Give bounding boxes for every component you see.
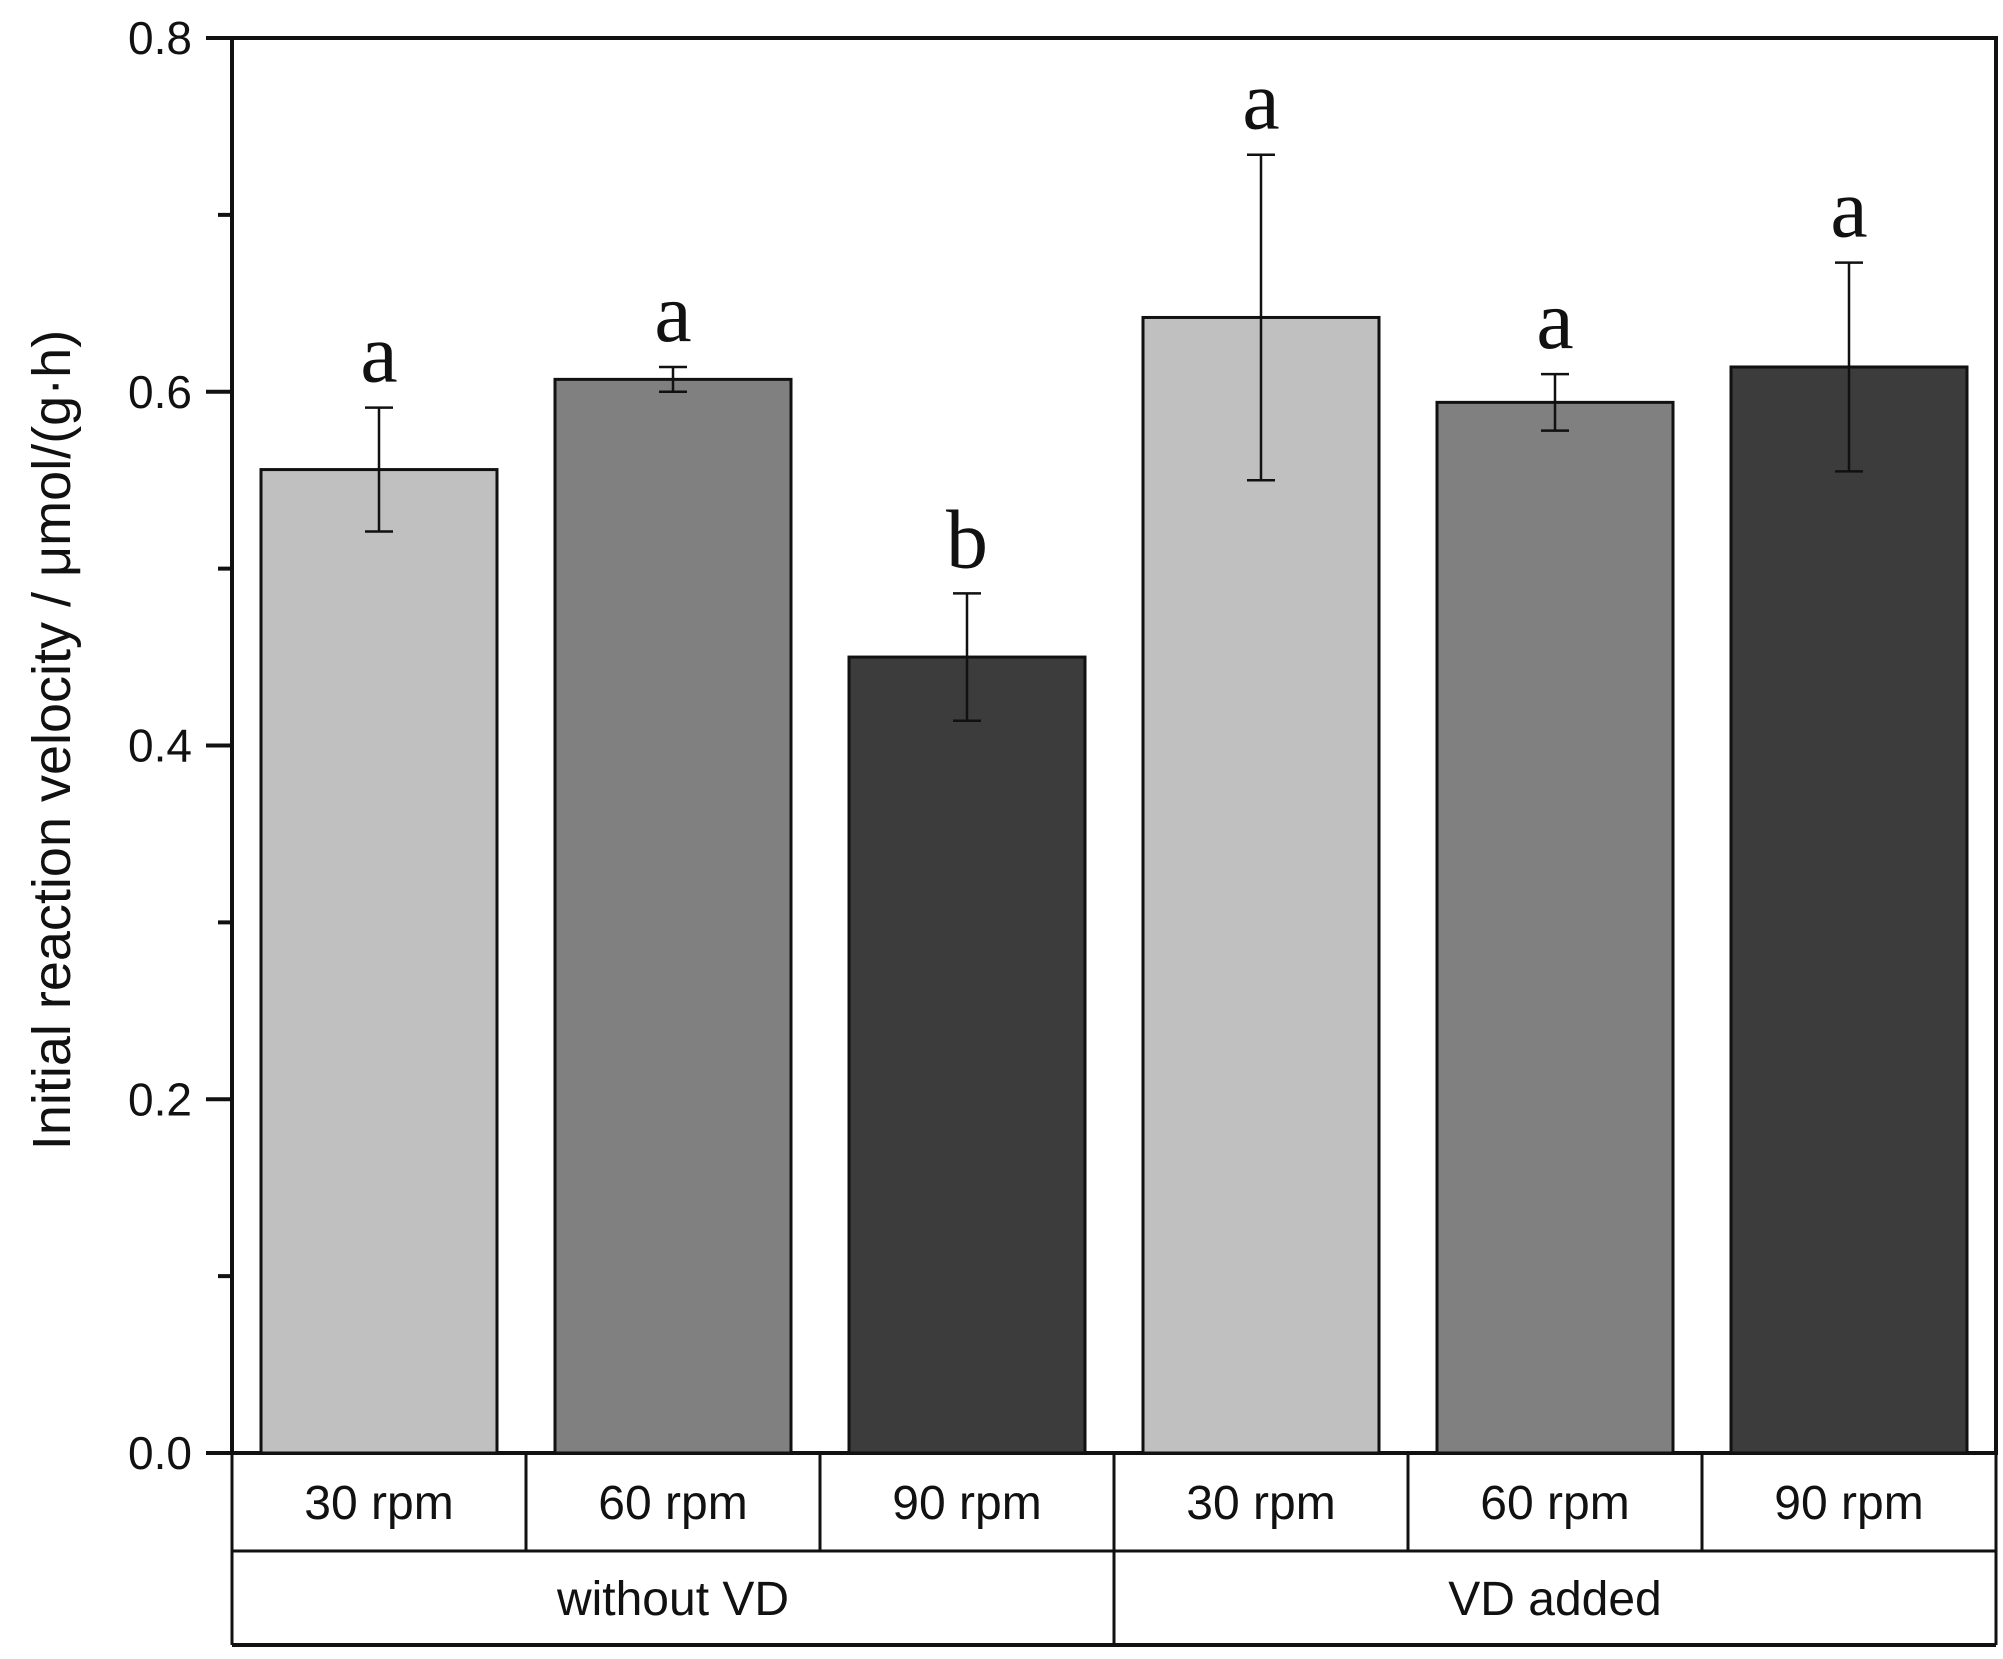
bar: [553, 377, 793, 1455]
group-label: VD added: [1448, 1573, 1662, 1626]
y-tick-label: 0.6: [128, 366, 192, 418]
category-label: 30 rpm: [304, 1477, 453, 1530]
category-table: 30 rpm 60 rpm 90 rpm without VD 30 rpm 60 rpm…: [230, 1453, 1998, 1647]
y-axis-label: Initial reaction velocity / μmol/(g·h): [22, 330, 82, 1150]
group-label: without VD: [556, 1573, 789, 1626]
y-tick-label: 0.0: [128, 1427, 192, 1479]
significance-label: a: [1830, 163, 1867, 256]
significance-labels-layer: a a b a a a: [360, 55, 1867, 587]
bar: [1435, 400, 1675, 1455]
significance-label: a: [1536, 274, 1573, 367]
bar: [847, 655, 1087, 1455]
y-axis: 0.0 0.2 0.4 0.6 0.8: [128, 12, 232, 1479]
category-label: 30 rpm: [1186, 1477, 1335, 1530]
y-tick-label: 0.4: [128, 720, 192, 772]
significance-label: a: [654, 267, 691, 360]
y-tick-label: 0.8: [128, 12, 192, 64]
category-label: 60 rpm: [598, 1477, 747, 1530]
category-label: 90 rpm: [1774, 1477, 1923, 1530]
bar: [1729, 365, 1969, 1455]
bar: [259, 468, 499, 1455]
category-label: 60 rpm: [1480, 1477, 1629, 1530]
bar: [1141, 315, 1381, 1455]
significance-label: a: [1242, 55, 1279, 148]
y-tick-label: 0.2: [128, 1073, 192, 1125]
significance-label: b: [946, 493, 988, 586]
bars-layer: [259, 315, 1969, 1455]
significance-label: a: [360, 308, 397, 401]
error-bars-layer: [365, 153, 1863, 722]
category-label: 90 rpm: [892, 1477, 1041, 1530]
